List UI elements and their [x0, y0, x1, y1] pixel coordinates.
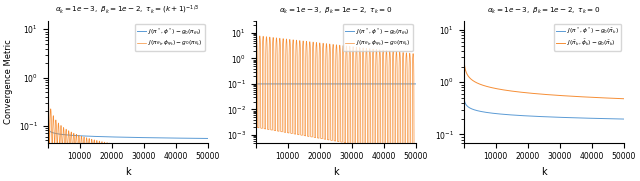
$J(\pi^*, \phi^*) - g_0(\pi_{\theta_k})$ [371, 83, 378, 85]
$J(\pi^*, \phi^*) - g_0(\pi_{\theta_k})$ [82, 135, 90, 137]
$J(\pi^*, \phi^*) - g_0(\pi_{\theta_k})$ [339, 83, 346, 85]
$J(\pi^*, \phi^*) - g_0(\bar{\pi}_k)$ [521, 115, 529, 117]
$J(\pi^*, \phi^*) - g_0(\bar{\pi}_k)$ [556, 116, 564, 118]
$J(\bar{\pi}_k, \bar{\phi}_k) - g_0(\bar{\pi}_k)$ [499, 89, 506, 91]
Line: $J(\pi_{\theta_k}, \phi_{\psi_k}) - g_0(\pi_{\theta_k})$: $J(\pi_{\theta_k}, \phi_{\psi_k}) - g_0(… [47, 51, 207, 155]
$J(\bar{\pi}_k, \bar{\phi}_k) - g_0(\bar{\pi}_k)$ [521, 92, 529, 94]
$J(\pi^*, \phi^*) - g_0(\pi_{\theta_k})$ [54, 133, 62, 135]
$J(\pi^*, \phi^*) - g_0(\pi_{\theta_k})$ [252, 83, 259, 85]
$J(\pi^*, \phi^*) - g_0(\pi_{\theta_k})$ [105, 136, 113, 138]
Y-axis label: Convergence Metric: Convergence Metric [4, 39, 13, 124]
$J(\pi^*, \phi^*) - g_0(\pi_{\theta_k})$ [348, 83, 356, 85]
$J(\pi^*, \phi^*) - g_0(\bar{\pi}_k)$ [579, 117, 586, 119]
$J(\pi^*, \phi^*) - g_0(\bar{\pi}_k)$ [547, 116, 554, 118]
$J(\pi_{\theta_k}, \phi_{\psi_k}) - g_0(\pi_{\theta_k})$ [252, 126, 259, 128]
$J(\pi^*, \phi^*) - g_0(\pi_{\theta_k})$ [163, 137, 170, 139]
$J(\pi_{\theta_k}, \phi_{\psi_k}) - g_0(\pi_{\theta_k})$ [163, 150, 170, 152]
$J(\pi_{\theta_k}, \phi_{\psi_k}) - g_0(\pi_{\theta_k})$ [105, 148, 113, 150]
$J(\pi_{\theta_k}, \phi_{\psi_k}) - g_0(\pi_{\theta_k})$ [204, 153, 211, 155]
X-axis label: k: k [125, 167, 131, 177]
$J(\pi_{\theta_k}, \phi_{\psi_k}) - g_0(\pi_{\theta_k})$ [348, 143, 356, 145]
$J(\pi_{\theta_k}, \phi_{\psi_k}) - g_0(\pi_{\theta_k})$ [82, 141, 90, 143]
$J(\pi_{\theta_k}, \phi_{\psi_k}) - g_0(\pi_{\theta_k})$ [262, 36, 270, 38]
$J(\pi_{\theta_k}, \phi_{\psi_k}) - g_0(\pi_{\theta_k})$ [54, 122, 62, 124]
$J(\bar{\pi}_k, \bar{\phi}_k) - g_0(\bar{\pi}_k)$ [579, 96, 586, 98]
$J(\pi_{\theta_k}, \phi_{\psi_k}) - g_0(\pi_{\theta_k})$ [291, 133, 298, 135]
Title: $\alpha_k = 1e-3,\ \beta_k = 1e-2,\ \tau_k = (k+1)^{-1/3}$: $\alpha_k = 1e-3,\ \beta_k = 1e-2,\ \tau… [55, 4, 200, 16]
$J(\pi^*, \phi^*) - g_0(\pi_{\theta_k})$ [140, 136, 148, 139]
$J(\pi^*, \phi^*) - g_0(\pi_{\theta_k})$ [412, 83, 419, 85]
$J(\bar{\pi}_k, \bar{\phi}_k) - g_0(\bar{\pi}_k)$ [547, 94, 554, 96]
$J(\pi^*, \phi^*) - g_0(\bar{\pi}_k)$ [471, 109, 479, 111]
Line: $J(\pi_{\theta_k}, \phi_{\psi_k}) - g_0(\pi_{\theta_k})$: $J(\pi_{\theta_k}, \phi_{\psi_k}) - g_0(… [255, 35, 415, 155]
$J(\pi_{\theta_k}, \phi_{\psi_k}) - g_0(\pi_{\theta_k})$ [371, 147, 378, 149]
$J(\pi^*, \phi^*) - g_0(\bar{\pi}_k)$ [620, 118, 627, 120]
$J(\pi^*, \phi^*) - g_0(\bar{\pi}_k)$ [460, 83, 468, 86]
$J(\pi_{\theta_k}, \phi_{\psi_k}) - g_0(\pi_{\theta_k})$ [140, 152, 148, 154]
$J(\pi^*, \phi^*) - g_0(\pi_{\theta_k})$ [291, 83, 298, 85]
Line: $J(\bar{\pi}_k, \bar{\phi}_k) - g_0(\bar{\pi}_k)$: $J(\bar{\pi}_k, \bar{\phi}_k) - g_0(\bar… [464, 34, 623, 99]
$J(\pi_{\theta_k}, \phi_{\psi_k}) - g_0(\pi_{\theta_k})$ [339, 59, 346, 61]
Legend: $J(\pi^*, \phi^*) - g_0(\pi_{\theta_k})$, $J(\pi_{\theta_k}, \phi_{\psi_k}) - g_: $J(\pi^*, \phi^*) - g_0(\pi_{\theta_k})$… [343, 24, 413, 51]
Legend: $J(\pi^*, \phi^*) - g_0(\bar{\pi}_k)$, $J(\bar{\pi}_k, \bar{\phi}_k) - g_0(\bar{: $J(\pi^*, \phi^*) - g_0(\bar{\pi}_k)$, $… [554, 24, 621, 50]
$J(\pi_{\theta_k}, \phi_{\psi_k}) - g_0(\pi_{\theta_k})$ [202, 153, 209, 156]
$J(\pi^*, \phi^*) - g_0(\pi_{\theta_k})$ [313, 83, 321, 85]
$J(\pi_{\theta_k}, \phi_{\psi_k}) - g_0(\pi_{\theta_k})$ [253, 34, 260, 37]
$J(\pi_{\theta_k}, \phi_{\psi_k}) - g_0(\pi_{\theta_k})$ [313, 46, 321, 48]
$J(\pi^*, \phi^*) - g_0(\pi_{\theta_k})$ [262, 83, 270, 85]
$J(\pi_{\theta_k}, \phi_{\psi_k}) - g_0(\pi_{\theta_k})$ [44, 50, 51, 52]
$J(\pi^*, \phi^*) - g_0(\bar{\pi}_k)$ [499, 113, 506, 115]
Line: $J(\pi^*, \phi^*) - g_0(\bar{\pi}_k)$: $J(\pi^*, \phi^*) - g_0(\bar{\pi}_k)$ [464, 85, 623, 119]
Legend: $J(\pi^*, \phi^*) - g_0(\pi_{\theta_k})$, $J(\pi_{\theta_k}, \phi_{\psi_k}) - g_: $J(\pi^*, \phi^*) - g_0(\pi_{\theta_k})$… [135, 24, 205, 51]
$J(\pi_{\theta_k}, \phi_{\psi_k}) - g_0(\pi_{\theta_k})$ [131, 151, 138, 153]
$J(\bar{\pi}_k, \bar{\phi}_k) - g_0(\bar{\pi}_k)$ [471, 81, 479, 83]
Title: $\alpha_k = 1e-3,\ \beta_k = 1e-2,\ \tau_k = 0$: $\alpha_k = 1e-3,\ \beta_k = 1e-2,\ \tau… [279, 5, 392, 16]
$J(\bar{\pi}_k, \bar{\phi}_k) - g_0(\bar{\pi}_k)$ [460, 33, 468, 35]
$J(\bar{\pi}_k, \bar{\phi}_k) - g_0(\bar{\pi}_k)$ [556, 94, 564, 97]
X-axis label: k: k [541, 167, 547, 177]
$J(\pi^*, \phi^*) - g_0(\pi_{\theta_k})$ [44, 119, 51, 121]
$J(\pi^*, \phi^*) - g_0(\pi_{\theta_k})$ [131, 136, 138, 138]
$J(\pi^*, \phi^*) - g_0(\pi_{\theta_k})$ [204, 137, 211, 140]
X-axis label: k: k [333, 167, 339, 177]
$J(\bar{\pi}_k, \bar{\phi}_k) - g_0(\bar{\pi}_k)$ [620, 98, 627, 100]
Title: $\alpha_k = 1e-3,\ \beta_k = 1e-2,\ \tau_k = 0$: $\alpha_k = 1e-3,\ \beta_k = 1e-2,\ \tau… [487, 5, 600, 16]
Line: $J(\pi^*, \phi^*) - g_0(\pi_{\theta_k})$: $J(\pi^*, \phi^*) - g_0(\pi_{\theta_k})$ [47, 120, 207, 138]
$J(\pi_{\theta_k}, \phi_{\psi_k}) - g_0(\pi_{\theta_k})$ [412, 154, 419, 156]
